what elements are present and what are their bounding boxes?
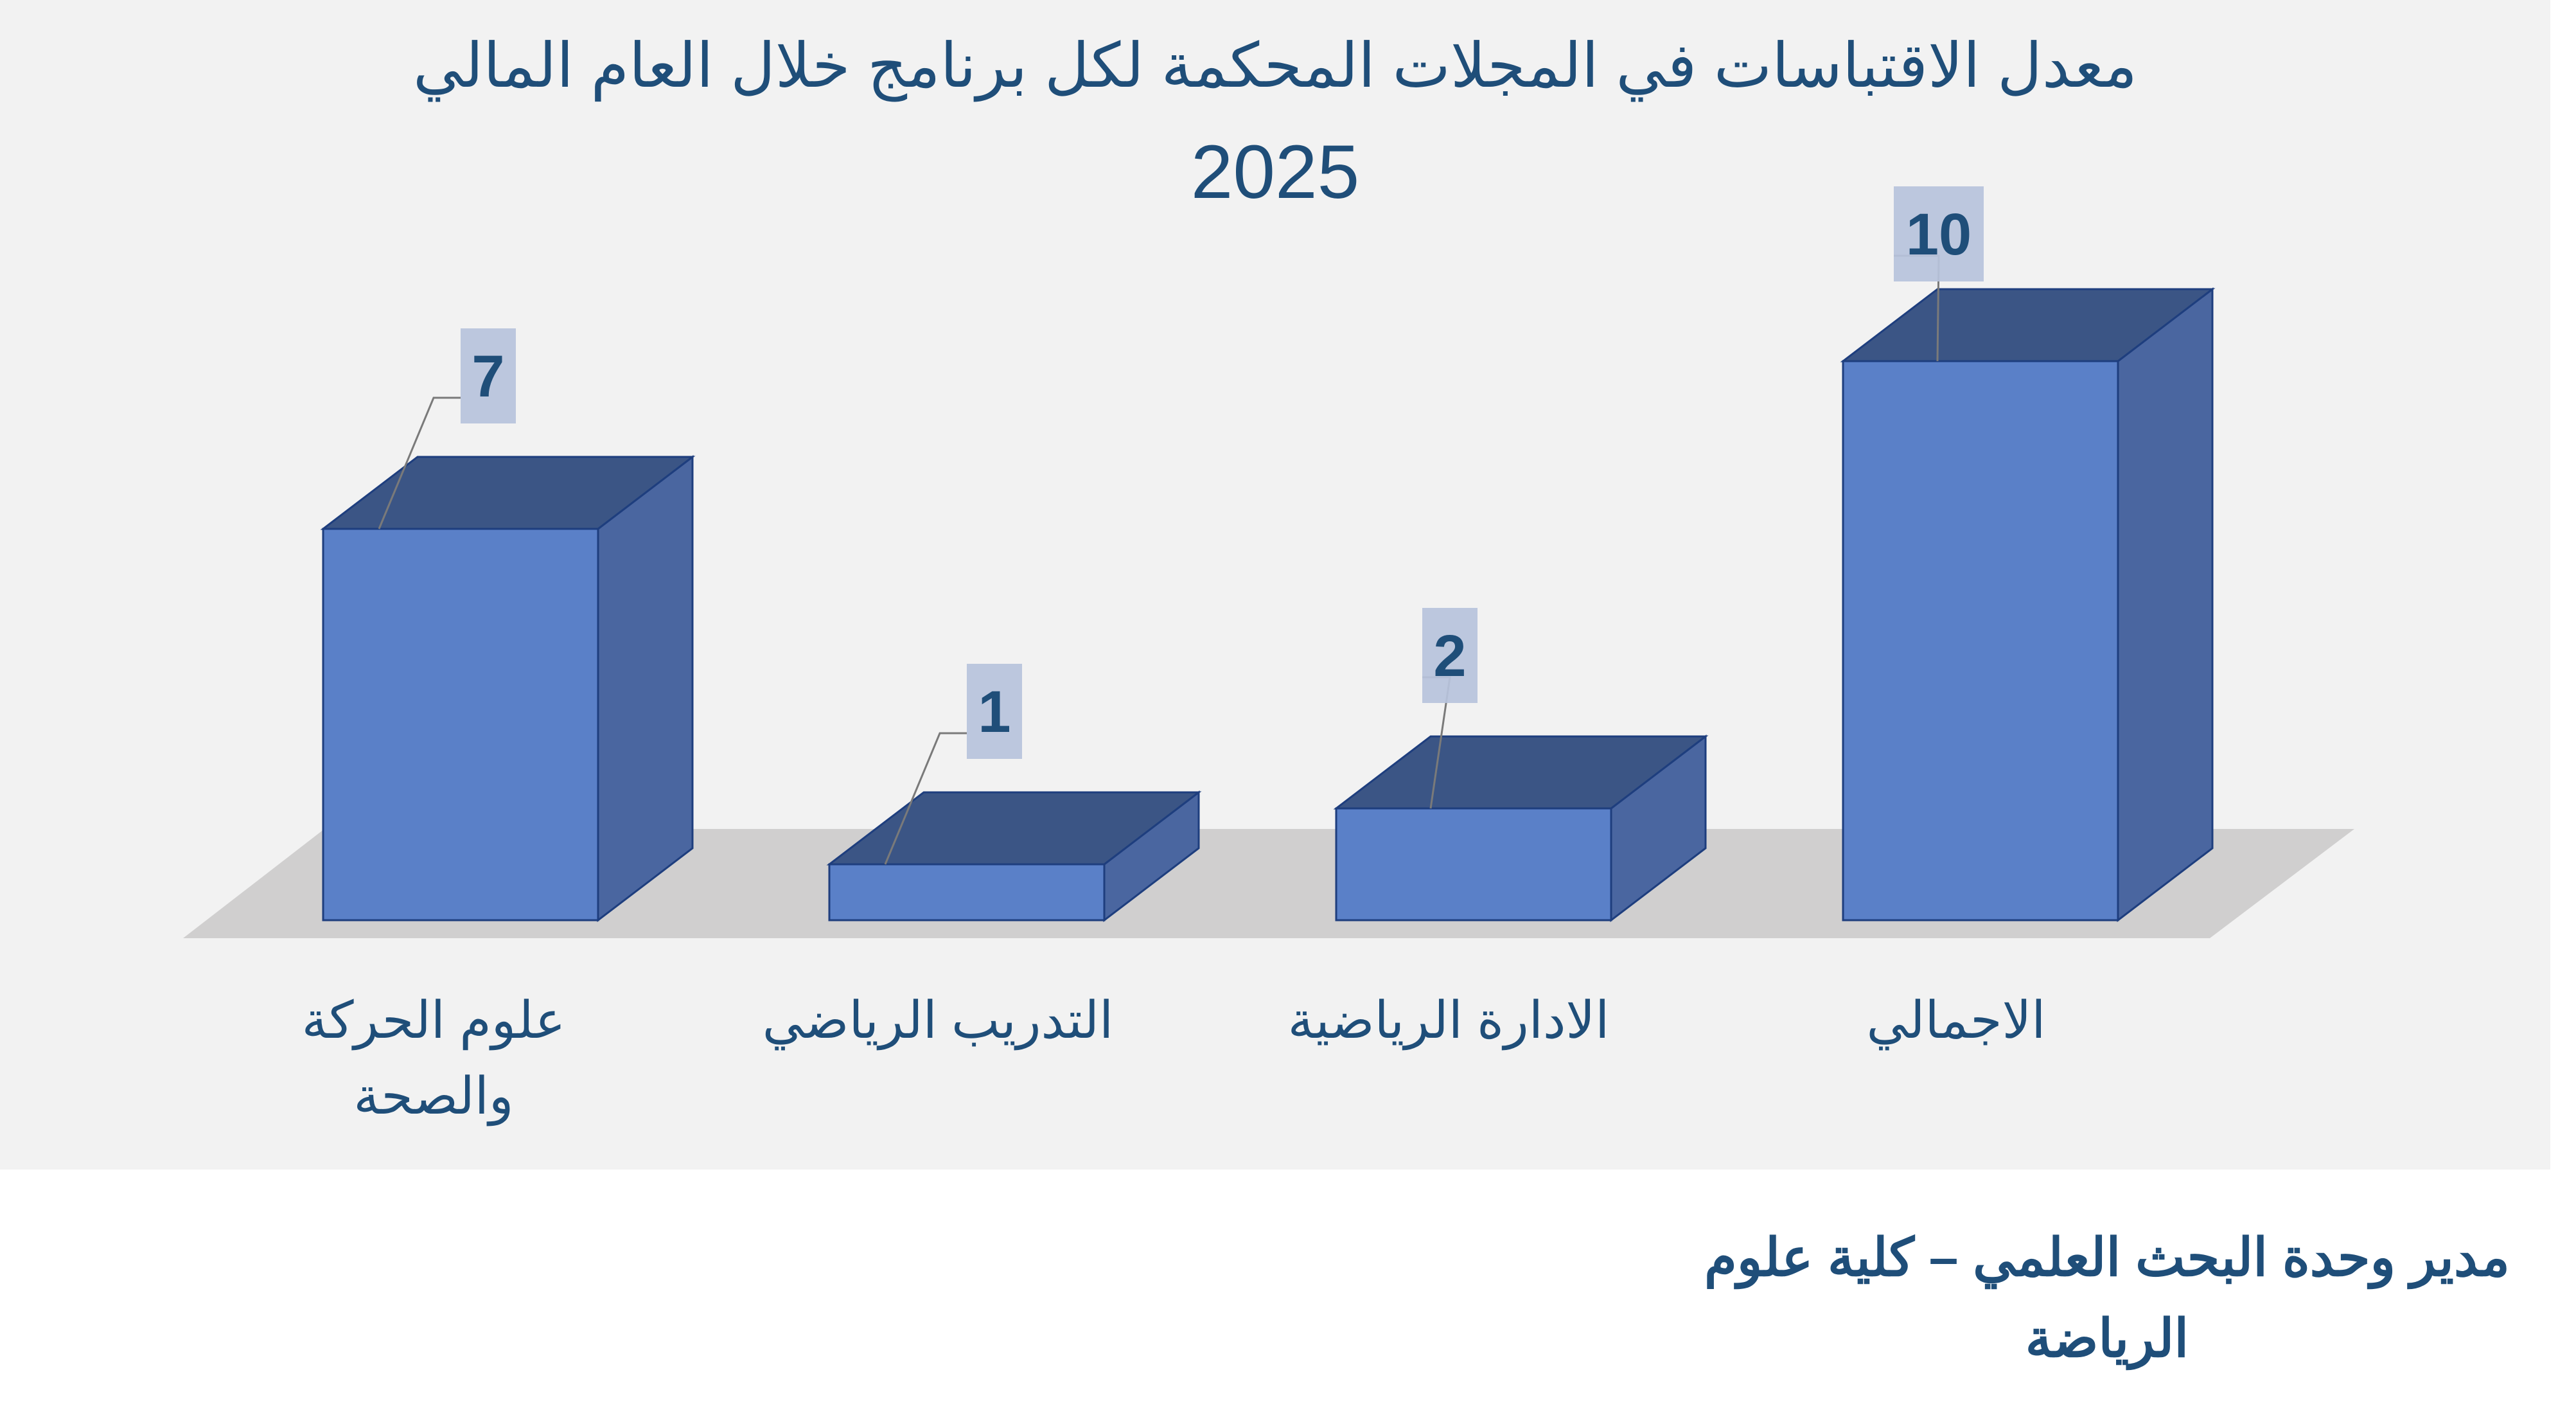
- data-label-leader: [884, 732, 967, 865]
- bar-top-face: [1840, 288, 2216, 362]
- data-label-box: [1422, 608, 1478, 703]
- category-label-1: علوم الحركة والصحة: [302, 992, 566, 1126]
- data-label-box: [461, 328, 516, 423]
- bar-front-face: [322, 528, 599, 921]
- data-label-box: [967, 664, 1022, 759]
- bar-side-face: [2117, 287, 2214, 923]
- bar-front-face: [828, 863, 1106, 921]
- bar-front-face: [1335, 807, 1612, 921]
- footer-line-2: الرياضة: [2025, 1310, 2189, 1368]
- bar-3: [1333, 734, 1709, 923]
- bar-side-face: [597, 454, 694, 923]
- footer-signature: مدير وحدة البحث العلمي – كلية علوم الريا…: [1657, 1218, 2557, 1380]
- bar-4: [1840, 287, 2216, 923]
- bar-2: [826, 790, 1202, 923]
- chart-subtitle: 2025: [1191, 130, 1360, 215]
- data-label-1: 7: [378, 328, 516, 530]
- data-label-4: 10: [1894, 186, 1984, 362]
- bar-top-face: [1333, 735, 1709, 810]
- bar-top-face: [826, 791, 1202, 866]
- bar-1: [320, 454, 696, 923]
- data-label-text: 1: [978, 679, 1010, 745]
- data-label-box: [1894, 186, 1984, 281]
- category-label-4: الاجمالي: [1867, 992, 2046, 1051]
- data-label-3: 2: [1422, 608, 1478, 809]
- data-label-2: 1: [884, 664, 1022, 865]
- chart-title: معدل الاقتباسات في المجلات المحكمة لكل ب…: [413, 31, 2137, 102]
- category-label-3: الادارة الرياضية: [1288, 992, 1610, 1051]
- bar-top-face: [320, 456, 696, 530]
- data-label-text: 10: [1906, 202, 1972, 267]
- footer-line-1: مدير وحدة البحث العلمي – كلية علوم: [1704, 1229, 2510, 1287]
- data-label-text: 2: [1433, 623, 1466, 689]
- bar-front-face: [1842, 360, 2119, 921]
- chart-floor: [183, 829, 2354, 938]
- data-label-leader: [378, 396, 461, 530]
- data-label-text: 7: [472, 344, 504, 409]
- category-label-2: التدريب الرياضي: [763, 992, 1113, 1051]
